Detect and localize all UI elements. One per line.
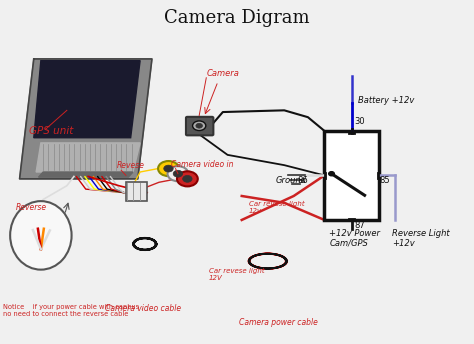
Text: Revese: Revese bbox=[117, 161, 145, 170]
Text: Car revese light
12v: Car revese light 12v bbox=[249, 201, 304, 214]
Circle shape bbox=[328, 172, 334, 176]
Text: GPS unit: GPS unit bbox=[29, 126, 73, 136]
Text: 85: 85 bbox=[380, 176, 391, 185]
Circle shape bbox=[173, 170, 182, 177]
Text: Camera: Camera bbox=[206, 69, 239, 78]
Circle shape bbox=[177, 171, 198, 186]
Polygon shape bbox=[38, 172, 133, 177]
FancyBboxPatch shape bbox=[186, 117, 213, 135]
Circle shape bbox=[158, 161, 179, 176]
Polygon shape bbox=[34, 61, 140, 138]
Text: 86: 86 bbox=[297, 176, 308, 185]
Polygon shape bbox=[36, 143, 140, 172]
Text: 30: 30 bbox=[354, 117, 365, 126]
Text: Reverse: Reverse bbox=[16, 203, 47, 213]
Circle shape bbox=[164, 165, 173, 172]
Circle shape bbox=[192, 121, 206, 130]
Text: Car revese light
12V: Car revese light 12V bbox=[209, 268, 264, 281]
Text: Reverse Light
+12v: Reverse Light +12v bbox=[392, 228, 450, 248]
Text: Camera video in: Camera video in bbox=[171, 160, 233, 169]
Text: Ground: Ground bbox=[276, 176, 307, 185]
Text: +12v Power
Cam/GPS: +12v Power Cam/GPS bbox=[329, 228, 380, 248]
Circle shape bbox=[167, 166, 188, 181]
Circle shape bbox=[182, 175, 192, 182]
Text: Camera Digram: Camera Digram bbox=[164, 9, 310, 27]
Circle shape bbox=[196, 123, 202, 128]
Polygon shape bbox=[19, 59, 152, 179]
FancyBboxPatch shape bbox=[324, 131, 379, 220]
Text: Notice    if your power cable with canbus ,
no need to connect the reverse cable: Notice if your power cable with canbus ,… bbox=[3, 304, 143, 317]
Text: Camera video cable: Camera video cable bbox=[105, 304, 181, 313]
Text: Battery +12v: Battery +12v bbox=[357, 96, 414, 105]
Ellipse shape bbox=[10, 201, 72, 270]
Text: 87: 87 bbox=[354, 221, 365, 230]
Text: Camera power cable: Camera power cable bbox=[239, 318, 318, 326]
FancyBboxPatch shape bbox=[126, 182, 147, 201]
